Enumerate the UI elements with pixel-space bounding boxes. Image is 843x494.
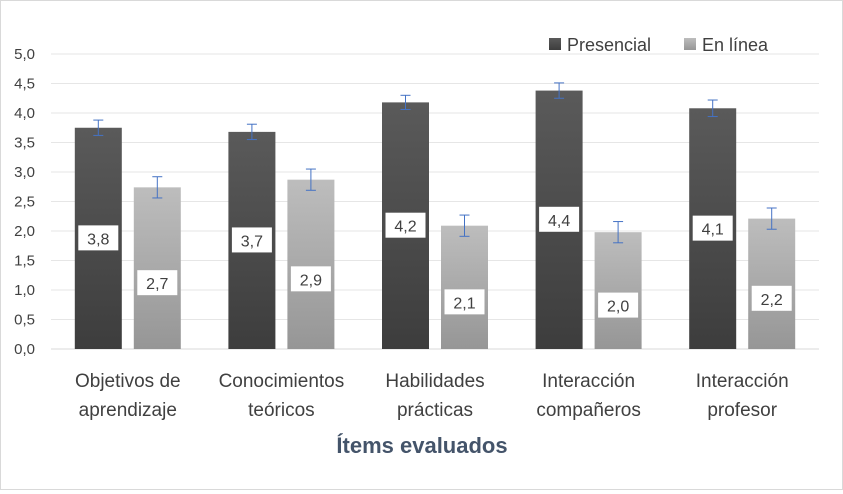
x-tick-label: prácticas [397,400,473,421]
legend-label-en-linea: En línea [702,35,769,55]
x-tick-label: profesor [707,400,777,421]
data-label: 4,1 [702,222,724,239]
y-tick-label: 1,5 [14,253,35,270]
x-tick-label: Objetivos de [75,371,181,392]
x-tick-label: aprendizaje [79,400,177,421]
data-label-box [137,270,178,296]
y-tick-label: 4,0 [14,105,35,122]
data-label: 2,7 [146,276,168,293]
y-tick-label: 3,5 [14,135,35,152]
data-label: 4,2 [394,219,416,236]
bar-en-linea [594,232,642,349]
legend-label-presencial: Presencial [567,35,651,55]
y-tick-label: 3,0 [14,164,35,181]
x-tick-label: Habilidades [385,371,484,392]
data-label: 2,1 [453,295,475,312]
bar-en-linea [133,187,181,349]
x-tick-label: Conocimientos [219,371,345,392]
y-tick-label: 2,0 [14,223,35,240]
data-label-box [539,206,580,232]
data-labels: 3,8 2,7 3,7 2,9 4,2 2,1 4,4 2,0 4,1 2,2 [78,206,792,318]
x-tick-label: Interacción [542,371,635,392]
data-label: 2,2 [761,292,783,309]
data-label: 2,0 [607,299,629,316]
data-label-box [78,225,119,251]
y-tick-label: 5,0 [14,46,35,63]
x-tick-label: teóricos [248,400,315,421]
data-label-box [231,227,272,253]
legend: Presencial En línea [549,35,769,55]
legend-swatch-en-linea [684,38,696,50]
x-axis-title: Ítems evaluados [336,433,507,458]
y-axis-tick-labels: 0,0 0,5 1,0 1,5 2,0 2,5 3,0 3,5 4,0 4,5 5,0 [14,46,35,358]
data-label: 3,8 [87,231,109,248]
data-label-box [385,212,426,238]
y-tick-label: 1,0 [14,282,35,299]
data-label-box [598,292,639,318]
data-label-box [290,266,331,292]
x-tick-label: compañeros [536,400,641,421]
data-label-box [692,215,733,241]
y-tick-label: 0,0 [14,341,35,358]
data-label-box [444,289,485,315]
x-axis-tick-labels: Objetivos de aprendizaje Conocimientos teór… [75,371,789,421]
bar-en-linea [441,225,488,349]
bars [74,82,796,349]
y-tick-label: 2,5 [14,194,35,211]
bar-en-linea [287,179,335,349]
data-label-box [751,285,792,311]
data-label: 3,7 [241,233,263,250]
y-tick-label: 0,5 [14,312,35,329]
legend-swatch-presencial [549,38,561,50]
data-label: 2,9 [300,272,322,289]
bar-en-linea [748,218,796,349]
x-tick-label: Interacción [696,371,789,392]
data-label: 4,4 [548,213,570,230]
y-tick-label: 4,5 [14,76,35,93]
